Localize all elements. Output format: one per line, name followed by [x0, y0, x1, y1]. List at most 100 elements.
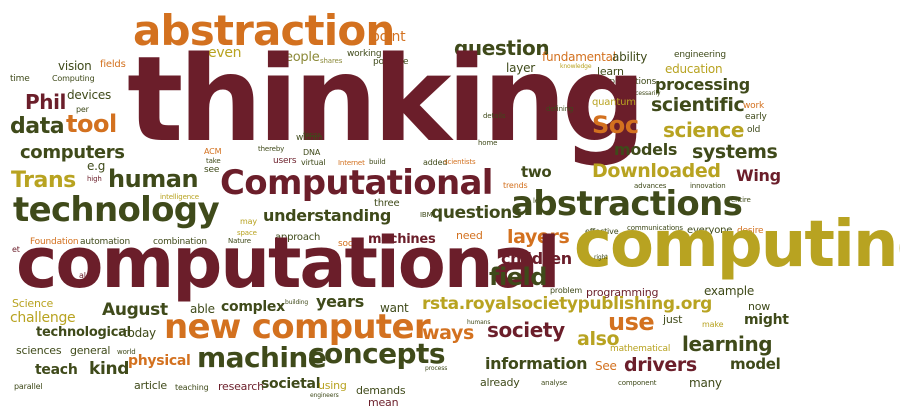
word-focus: focus — [303, 131, 321, 139]
word-physical: physical — [128, 353, 191, 369]
word-questions: questions — [431, 203, 522, 223]
word-processing: processing — [655, 75, 750, 94]
word-general: general — [70, 344, 111, 357]
word-sciences: sciences — [16, 344, 62, 357]
word-new-computer: new computer — [164, 307, 431, 347]
word-take: take — [206, 157, 221, 165]
word-devices: devices — [67, 88, 111, 102]
word-see: See — [595, 359, 617, 373]
word-abstractions: abstractions — [511, 184, 743, 224]
word-approach: approach — [275, 232, 321, 243]
word-trends: trends — [503, 181, 528, 190]
word-added: added — [423, 158, 448, 167]
word-per: per — [76, 105, 89, 114]
word-teach: teach — [35, 362, 78, 378]
word-education: education — [665, 62, 723, 76]
word-building: building — [285, 299, 309, 306]
word-thereby: thereby — [258, 145, 285, 153]
word-working: working — [347, 49, 382, 59]
word-effective: effective — [585, 227, 619, 236]
word-society: society — [487, 318, 565, 342]
word-now: now — [748, 300, 771, 313]
word-systems: systems — [692, 141, 778, 163]
word-phil: Phil — [25, 90, 67, 114]
word-shares: shares — [320, 57, 343, 65]
word-years: years — [316, 292, 364, 311]
word-vision: vision — [58, 59, 92, 73]
word-also: also — [577, 328, 620, 350]
word-mathematical: mathematical — [610, 344, 671, 354]
word-computers: computers — [20, 142, 125, 163]
word-layers: layers — [507, 226, 570, 248]
word-drivers: drivers — [624, 354, 697, 376]
word-ability: ability — [612, 50, 648, 64]
word-old: old — [747, 125, 761, 135]
word-science: science — [663, 118, 745, 142]
word-see-small: see — [204, 165, 220, 175]
word-et: et — [12, 245, 20, 254]
word-field: field — [489, 263, 547, 291]
word-point: point — [371, 29, 406, 45]
word-research: research — [218, 380, 264, 393]
word-want: want — [380, 301, 409, 315]
word-example: example — [704, 284, 754, 298]
word-parallel: parallel — [14, 382, 43, 391]
word-scientists: scientists — [444, 158, 476, 166]
word-knowledge: knowledge — [560, 63, 592, 70]
word-information: information — [485, 354, 588, 373]
word-engineers: engineers — [310, 392, 339, 399]
word-problem: problem — [550, 286, 582, 295]
word-foundation: Foundation — [30, 237, 79, 247]
word-computational: computational — [16, 222, 561, 304]
word-kind: kind — [89, 359, 130, 379]
word-thinking: thinking — [127, 30, 646, 168]
word-abstraction: abstraction — [133, 6, 395, 55]
word-computing: computing — [574, 208, 900, 282]
word-fields: fields — [100, 59, 126, 70]
word-advances: advances — [634, 182, 667, 190]
word-programming: programming — [586, 286, 659, 299]
word-component: component — [618, 379, 657, 387]
word-using: using — [318, 379, 347, 392]
word-demands: demands — [356, 384, 406, 397]
word-space: space — [237, 229, 257, 237]
word-learn: learn — [597, 65, 624, 78]
word-time: time — [10, 74, 30, 84]
word-mean: mean — [368, 396, 399, 409]
word-might: might — [744, 312, 789, 328]
word-virtual: virtual — [301, 158, 326, 167]
word-computational-mid: Computational — [220, 163, 493, 203]
word-use: use — [608, 308, 655, 336]
word-many: many — [689, 376, 722, 390]
word-understanding: understanding — [263, 206, 391, 225]
word-even: even — [208, 45, 242, 61]
word-world: world — [117, 348, 136, 356]
word-complex: complex — [221, 299, 285, 315]
word-users: users — [273, 156, 297, 166]
word-innovation: innovation — [690, 182, 726, 190]
word-three: three — [374, 198, 400, 209]
word-may: may — [240, 217, 257, 226]
word-computing-small: Computing — [52, 74, 95, 83]
word-downloaded: Downloaded — [592, 160, 721, 182]
word-acm: ACM — [204, 147, 222, 156]
word-august: August — [102, 300, 168, 320]
word-need: need — [456, 229, 483, 242]
word-internet: Internet — [338, 159, 365, 167]
word-details: details — [483, 112, 506, 120]
word-work: work — [743, 101, 765, 111]
word-scientific: scientific — [651, 94, 745, 116]
word-tool: tool — [66, 110, 117, 138]
word-possible: possible — [373, 57, 409, 67]
word-defining: defining — [546, 105, 574, 113]
word-learning: learning — [682, 332, 773, 356]
word-ways: ways — [422, 322, 474, 344]
word-engineering: engineering — [674, 50, 726, 60]
word-data: data — [10, 114, 65, 139]
word-societal: societal — [261, 376, 321, 392]
word-eg: e.g — [87, 159, 106, 173]
word-models: models — [614, 140, 678, 159]
word-fundamental: fundamental — [542, 50, 616, 64]
word-right: right — [594, 254, 608, 261]
word-desire: desire — [737, 226, 764, 236]
